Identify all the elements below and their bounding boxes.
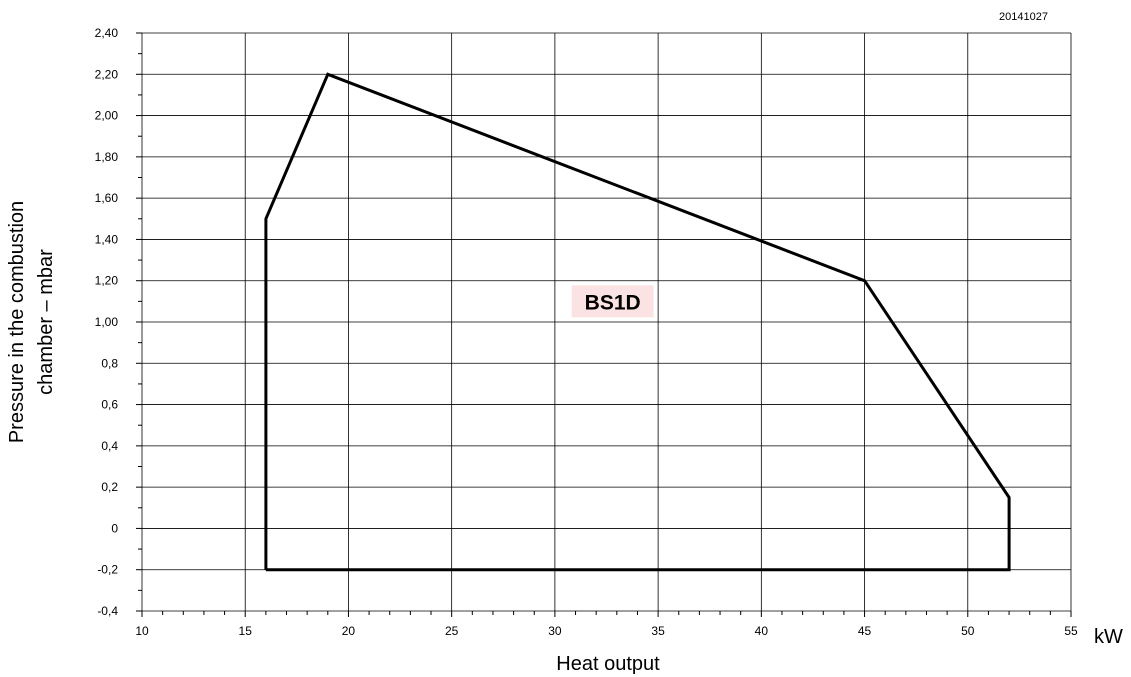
- y-tick-label: 1,80: [95, 150, 119, 164]
- region-label-background: [571, 285, 654, 318]
- region-label-group: BS1D: [571, 285, 654, 318]
- x-tick-label: 10: [135, 624, 149, 638]
- x-tick-label: 50: [961, 624, 975, 638]
- x-axis-unit: kW: [1094, 626, 1123, 648]
- y-tick-label: 1,60: [95, 191, 119, 205]
- minor-ticks: [138, 53, 1051, 615]
- x-tick-label: 25: [445, 624, 459, 638]
- y-tick-label: 1,00: [95, 315, 119, 329]
- y-tick-label: -0,2: [97, 563, 118, 577]
- x-tick-label: 20: [342, 624, 356, 638]
- x-tick-labels: 10 15 20 25 30 35 40 45 50 55: [135, 624, 1078, 638]
- y-tick-label: 2,40: [95, 26, 119, 40]
- x-tick-label: 55: [1064, 624, 1078, 638]
- y-tick-label: 2,00: [95, 109, 119, 123]
- grid-lines: [136, 32, 1072, 617]
- y-tick-label: 2,20: [95, 67, 119, 81]
- y-tick-label: 0,8: [101, 356, 118, 370]
- series-layer: [264, 72, 1011, 572]
- y-tick-label: 1,40: [95, 232, 119, 246]
- x-tick-label: 35: [651, 624, 665, 638]
- x-tick-label: 40: [755, 624, 769, 638]
- document-code: 20141027: [999, 11, 1048, 23]
- x-tick-label: 15: [239, 624, 253, 638]
- y-tick-label: 0,2: [101, 480, 118, 494]
- region-label: BS1D: [585, 291, 641, 314]
- x-tick-label: 30: [548, 624, 562, 638]
- y-tick-labels: -0,4 -0,2 0 0,2 0,4 0,6 0,8 1,00 1,20 1,40 1,60 1,8…: [95, 26, 119, 618]
- y-tick-label: -0,4: [97, 604, 118, 618]
- y-tick-label: 0,4: [101, 439, 118, 453]
- y-tick-label: 1,20: [95, 274, 119, 288]
- y-tick-label: 0,6: [101, 398, 118, 412]
- y-axis-label-line-2: chamber – mbar: [35, 249, 57, 395]
- y-tick-label: 0: [111, 521, 118, 535]
- x-tick-label: 45: [858, 624, 872, 638]
- x-axis-label: Heat output: [556, 653, 660, 675]
- y-axis-label-line-1: Pressure in the combustion: [6, 201, 28, 443]
